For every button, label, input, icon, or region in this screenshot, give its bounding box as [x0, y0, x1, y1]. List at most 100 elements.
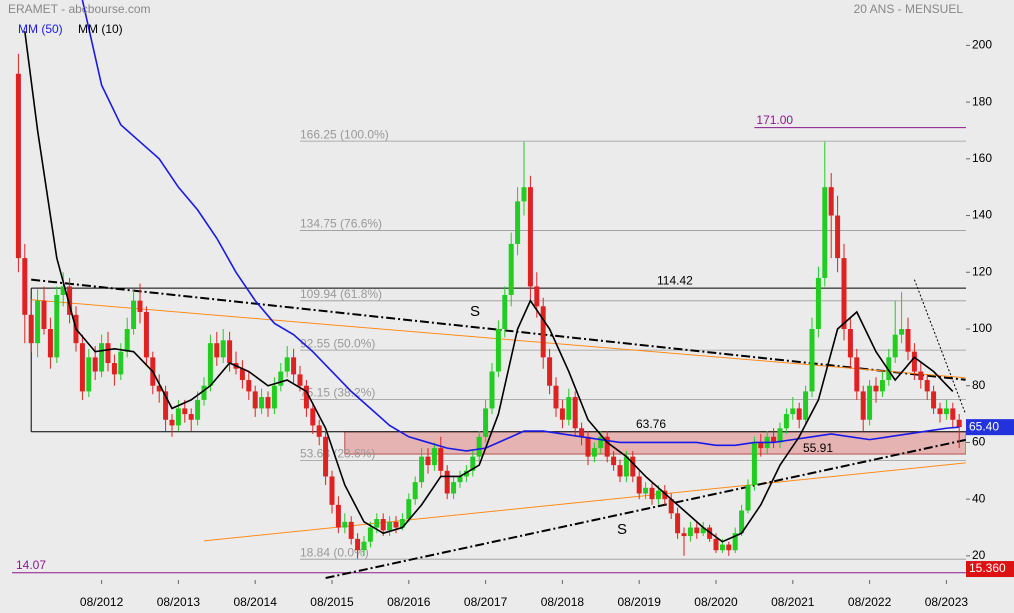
candle-body — [163, 391, 169, 420]
candle-body — [297, 374, 303, 386]
candle-body — [732, 533, 738, 551]
x-tick-label: 08/2016 — [387, 595, 431, 609]
x-tick-label: 08/2023 — [925, 595, 969, 609]
candle-body — [367, 527, 373, 542]
candle-body — [169, 419, 175, 426]
candle-body — [412, 482, 418, 500]
candle-body — [175, 408, 181, 426]
candle-body — [931, 391, 937, 409]
candle-body — [284, 357, 290, 372]
y-tick-label: 80 — [972, 378, 986, 392]
candle-body — [463, 470, 469, 477]
candle-body — [265, 397, 271, 409]
candle-body — [937, 408, 943, 415]
candle-body — [777, 428, 783, 443]
legend-entry: MM (50) — [18, 22, 63, 36]
candle-body — [867, 385, 873, 420]
candle-body — [758, 442, 764, 449]
candle-body — [195, 399, 201, 420]
y-tick-label: 120 — [972, 264, 992, 278]
candle-body — [675, 513, 681, 534]
candle-body — [591, 448, 597, 457]
candle-body — [387, 521, 393, 531]
candle-body — [572, 397, 578, 429]
trend-line — [203, 462, 966, 542]
candle-body — [419, 456, 425, 483]
candle-body — [444, 470, 450, 494]
candle-body — [470, 456, 476, 471]
candle-body — [47, 328, 53, 358]
plot-area: 55.91 166.25 (100.0%) 134.75 (76.6%) 109.94… — [12, 0, 966, 579]
candle-body — [15, 73, 21, 259]
candle-body — [771, 436, 777, 443]
candle-body — [534, 286, 540, 307]
candle-body — [828, 187, 834, 216]
price-label: 15.360 — [969, 561, 1006, 575]
candle-body — [879, 380, 885, 392]
candle-body — [585, 436, 591, 457]
candle-body — [35, 300, 41, 344]
candle-body — [425, 456, 431, 466]
fib-label: 109.94 (61.8%) — [300, 287, 382, 301]
candle-body — [182, 408, 188, 415]
candle-body — [451, 482, 457, 494]
candle-body — [67, 286, 73, 315]
annotation: S — [617, 521, 627, 538]
candle-body — [137, 300, 143, 312]
candle-body — [399, 519, 405, 528]
candle-body — [374, 519, 380, 528]
candle-body — [252, 391, 258, 409]
candle-body — [207, 343, 213, 386]
candle-body — [220, 340, 226, 358]
candle-body — [553, 385, 559, 409]
candle-body — [316, 425, 322, 437]
candle-body — [111, 363, 117, 375]
candle-body — [719, 544, 725, 551]
candle-body — [515, 201, 521, 244]
y-tick-label: 200 — [972, 38, 992, 52]
fib-label: 18.84 (0.0%) — [300, 545, 369, 559]
candle-body — [617, 465, 623, 477]
candle-body — [521, 187, 527, 202]
candle-body — [214, 343, 220, 358]
candle-body — [303, 385, 309, 409]
zone-label: 55.91 — [803, 441, 833, 455]
candle-body — [860, 391, 866, 420]
candle-body — [783, 414, 789, 429]
fib-label: 166.25 (100.0%) — [300, 127, 389, 141]
h-line-label: 171.00 — [756, 113, 793, 127]
candle-body — [892, 334, 898, 358]
candle-body — [835, 215, 841, 259]
candle-body — [60, 286, 66, 295]
candle-body — [604, 436, 610, 457]
x-tick-label: 08/2018 — [541, 595, 585, 609]
y-tick-label: 180 — [972, 94, 992, 108]
candle-body — [118, 351, 124, 375]
candle-body — [796, 408, 802, 420]
candle-body — [873, 385, 879, 392]
candle-body — [643, 487, 649, 494]
candle-body — [956, 419, 962, 428]
x-tick-label: 08/2012 — [80, 595, 124, 609]
candle-body — [694, 527, 700, 534]
x-tick-label: 08/2014 — [234, 595, 278, 609]
candle-body — [841, 258, 847, 329]
y-tick-label: 20 — [972, 548, 986, 562]
candle-body — [79, 343, 85, 392]
x-tick-label: 08/2019 — [618, 595, 662, 609]
candle-body — [854, 357, 860, 392]
candle-body — [406, 499, 412, 520]
candle-body — [726, 544, 732, 551]
fib-label: 53.63 (23.6%) — [300, 447, 375, 461]
x-tick-label: 08/2017 — [464, 595, 508, 609]
candle-body — [886, 357, 892, 381]
h-line-label: 114.42 — [657, 273, 693, 287]
candle-body — [489, 371, 495, 409]
trend-line — [325, 438, 966, 579]
candle-body — [809, 328, 815, 392]
candle-body — [527, 187, 533, 287]
candle-body — [579, 428, 585, 437]
candle-body — [687, 527, 693, 537]
y-tick-label: 100 — [972, 321, 992, 335]
